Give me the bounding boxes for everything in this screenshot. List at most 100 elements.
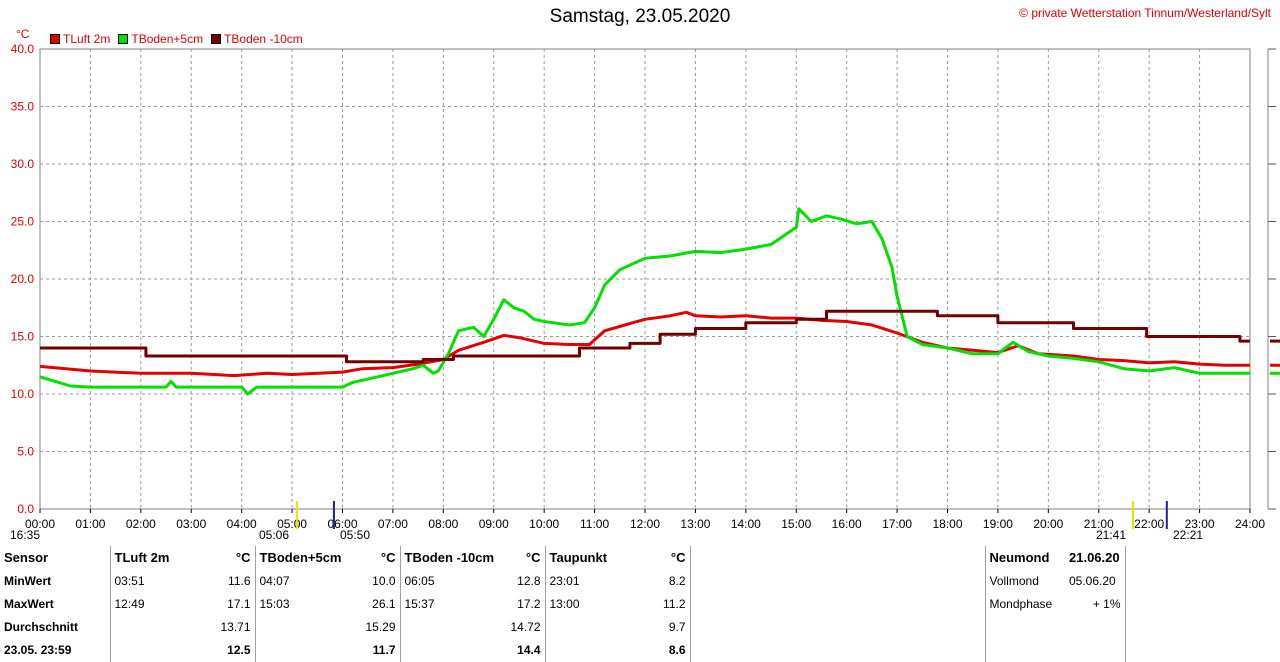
copyright: © private Wetterstation Tinnum/Westerlan… [1019, 6, 1271, 20]
x-tick-label: 20:00 [1033, 517, 1063, 531]
legend-item-tboden5: TBoden+5cm [118, 32, 203, 46]
legend-swatch [50, 34, 60, 44]
moonset-label: 22:21 [1173, 528, 1204, 542]
x-tick-label: 13:00 [680, 517, 710, 531]
stats-time: 06:05 [404, 573, 435, 588]
stats-row-label: 23.05. 23:59 [0, 638, 111, 662]
legend: TLuft 2m TBoden+5cm TBoden -10cm [50, 32, 303, 46]
stats-header: TBoden -10cm [404, 550, 495, 566]
y-tick-label: 15.0 [11, 330, 35, 344]
stats-value: 11.6 [170, 569, 256, 593]
stats-value: 12.5 [170, 638, 256, 662]
x-tick-label: 04:00 [227, 517, 257, 531]
stats-row-avg: Durchschnitt 13.71 15.29 14.72 9.7 [0, 615, 1280, 639]
stats-header: Sensor [0, 546, 111, 570]
x-tick-label: 23:00 [1185, 517, 1215, 531]
stats-time [255, 616, 325, 639]
x-tick-label: 16:00 [832, 517, 862, 531]
y-axis-unit: °C [16, 27, 30, 41]
stats-header: °C [170, 546, 256, 570]
x-tick-label: 18:00 [932, 517, 962, 531]
sunset-label: 21:41 [1096, 528, 1127, 542]
x-tick-label: 07:00 [378, 517, 408, 531]
y-tick-label: 25.0 [11, 215, 35, 229]
y-tick-label: 30.0 [11, 157, 35, 171]
moon-value: 21.06.20 [1065, 546, 1126, 570]
stats-header: °C [325, 546, 401, 570]
legend-swatch [211, 34, 222, 44]
stats-table: Sensor TLuft 2m °C TBoden+5cm °C TBoden … [0, 546, 1280, 662]
stats-value: 14.4 [470, 638, 546, 662]
y-tick-label: 10.0 [11, 387, 35, 401]
daylength-label: 16:35 [10, 528, 41, 542]
stats-header-row: Sensor TLuft 2m °C TBoden+5cm °C TBoden … [0, 546, 1280, 570]
stats-value: 10.0 [325, 569, 401, 593]
sunrise-label: 05:06 [259, 528, 290, 542]
stats-header: TBoden+5cm [259, 550, 342, 566]
x-tick-label: 02:00 [126, 517, 156, 531]
x-tick-label: 03:00 [176, 517, 206, 531]
series-line-1 [39, 207, 1250, 396]
stats-time [400, 616, 470, 639]
stats-time [545, 639, 615, 662]
stats-header: °C [615, 546, 691, 570]
series-line-0 [39, 310, 1250, 378]
legend-label: TLuft 2m [63, 32, 111, 46]
stats-value: 8.6 [615, 638, 691, 662]
x-tick-label: 05:00 [277, 517, 307, 531]
y-tick-label: 5.0 [17, 445, 34, 459]
stats-value: 9.7 [615, 615, 691, 639]
moonrise-label: 05:50 [340, 528, 371, 542]
moon-value: 05.06.20 [1065, 569, 1126, 593]
stats-time: 04:07 [259, 573, 290, 588]
legend-item-tboden10: TBoden -10cm [211, 32, 303, 46]
stats-time [255, 639, 325, 662]
x-tick-label: 09:00 [479, 517, 509, 531]
stats-value: 17.1 [170, 592, 256, 616]
stats-value: 14.72 [470, 615, 546, 639]
stats-time [400, 639, 470, 662]
y-tick-label: 0.0 [17, 502, 34, 516]
x-tick-label: 11:00 [580, 517, 609, 531]
x-tick-label: 22:00 [1134, 517, 1164, 531]
moon-value: + 1% [1065, 592, 1126, 616]
stats-time: 03:51 [114, 573, 145, 588]
stats-value: 11.7 [325, 638, 401, 662]
stats-time: 13:00 [549, 596, 580, 611]
stats-header: °C [470, 546, 546, 570]
x-tick-label: 21:00 [1084, 517, 1114, 531]
stats-time [110, 639, 170, 662]
x-tick-label: 00:00 [25, 517, 55, 531]
stats-value: 17.2 [470, 592, 546, 616]
y-tick-label: 35.0 [11, 100, 35, 114]
moon-label: Vollmond [989, 573, 1039, 588]
moon-label: Mondphase [989, 596, 1053, 611]
x-tick-label: 01:00 [75, 517, 105, 531]
stats-row-label: MaxWert [0, 592, 111, 616]
stats-header: TLuft 2m [114, 550, 170, 566]
stats-row-label: Durchschnitt [0, 615, 111, 639]
x-tick-label: 08:00 [428, 517, 458, 531]
x-tick-label: 14:00 [731, 517, 761, 531]
stats-time: 12:49 [114, 596, 145, 611]
y-tick-label: 40.0 [11, 42, 35, 56]
stats-value: 12.8 [470, 569, 546, 593]
x-tick-label: 24:00 [1235, 517, 1265, 531]
x-tick-label: 12:00 [630, 517, 660, 531]
x-tick-label: 06:00 [327, 517, 357, 531]
stats-time [110, 616, 170, 639]
stats-time: 23:01 [549, 573, 580, 588]
legend-item-tluft: TLuft 2m [50, 32, 110, 46]
stats-header: Taupunkt [549, 550, 608, 566]
stats-row-current: 23.05. 23:59 12.5 11.7 14.4 8.6 [0, 638, 1280, 662]
stats-row-min: MinWert 03:51 11.6 04:07 10.0 06:05 12.8… [0, 569, 1280, 593]
legend-label: TBoden -10cm [224, 32, 303, 46]
stats-time: 15:03 [259, 596, 290, 611]
legend-swatch [118, 34, 129, 44]
x-tick-label: 19:00 [983, 517, 1013, 531]
stats-time [545, 616, 615, 639]
legend-label: TBoden+5cm [131, 32, 204, 46]
stats-value: 26.1 [325, 592, 401, 616]
series-line-2 [40, 309, 1250, 364]
moon-label: Neumond [989, 550, 1050, 566]
